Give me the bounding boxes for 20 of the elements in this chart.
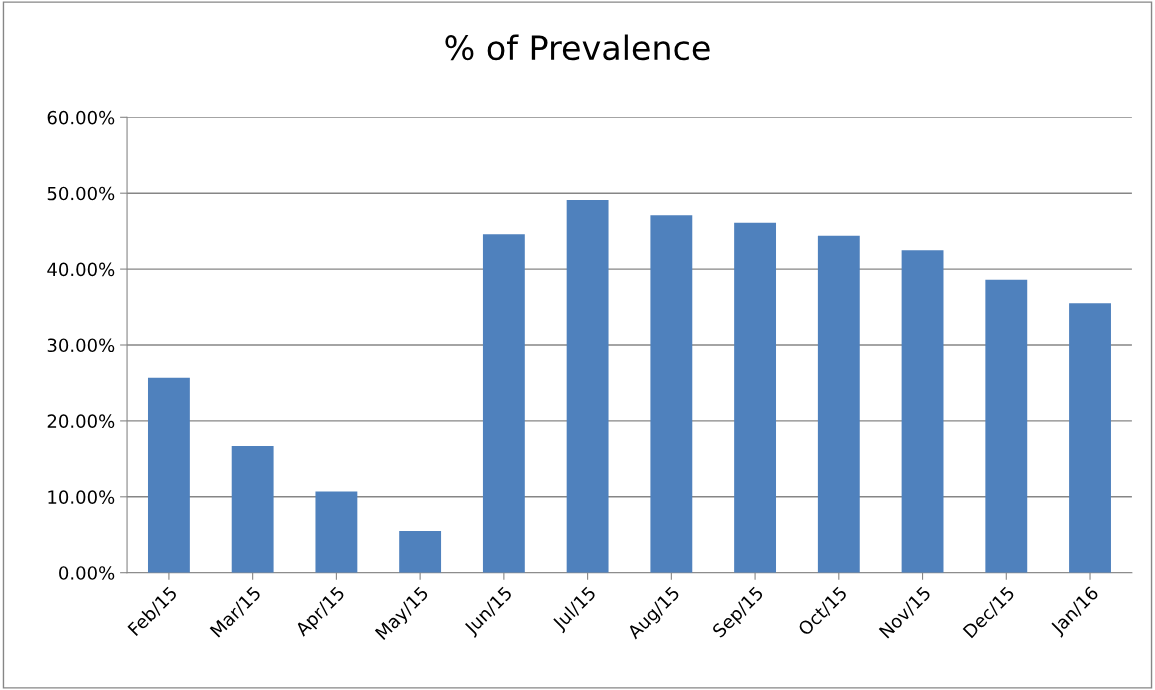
bar (399, 530, 442, 573)
bar (901, 250, 944, 573)
y-tick-label: 10.00% (48, 490, 115, 504)
y-tick-label: 50.00% (47, 186, 115, 201)
y-tick-label: 60.00% (47, 110, 115, 125)
y-tick-label: 30.00% (47, 338, 115, 353)
bar (650, 215, 693, 573)
y-tick-label: 0.00% (59, 566, 115, 580)
bar (734, 222, 777, 573)
y-tick-label: 20.00% (47, 414, 115, 429)
y-tick-label: 40.00% (47, 262, 115, 277)
bar (482, 234, 525, 573)
bar (147, 377, 190, 573)
bar (231, 445, 274, 573)
bar (817, 235, 860, 573)
bar (1069, 303, 1111, 573)
bar (985, 279, 1028, 573)
bar (566, 200, 609, 573)
chart-title: % of Prevalence (445, 34, 710, 61)
bar (315, 491, 358, 573)
